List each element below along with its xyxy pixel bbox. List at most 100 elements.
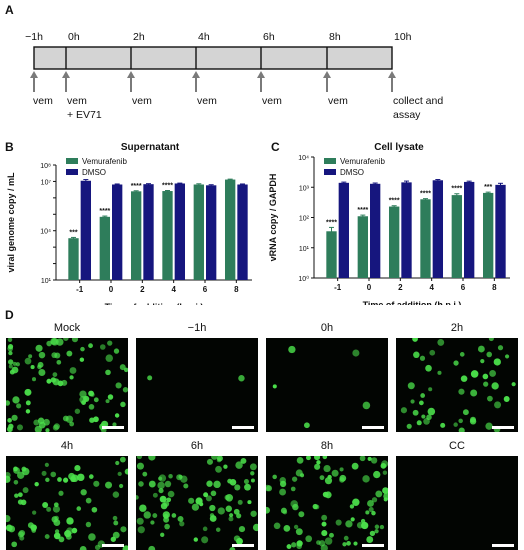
fluorescent-cell: [293, 524, 299, 530]
fluorescent-cell: [458, 418, 463, 424]
fluorescent-cell: [79, 357, 85, 362]
fluorescent-cell: [420, 393, 426, 398]
fluorescent-cell: [235, 461, 243, 469]
fluorescent-cell: [225, 494, 234, 502]
fluorescent-cell: [470, 370, 479, 378]
fluorescent-cell: [166, 497, 172, 503]
fluorescent-cell: [50, 338, 58, 345]
fluorescent-cell: [322, 456, 328, 460]
fluorescent-cell: [6, 400, 11, 406]
fluorescent-cell: [209, 504, 216, 512]
timeline-figure: −1h 0h 2h 4h 6h 8h 10h vem vem + EV71 vem vem vem vem…: [25, 31, 443, 121]
micrograph-tile: 6h 100 μm: [136, 440, 258, 550]
fluorescent-cell: [89, 417, 95, 423]
fluorescent-cell: [266, 484, 271, 492]
fluorescent-cell: [233, 508, 240, 515]
fluorescent-cell: [46, 378, 52, 384]
fluorescent-cell: [8, 525, 16, 533]
up-arrow-icon: [30, 71, 38, 78]
fluorescent-cell: [44, 462, 49, 467]
fluorescent-cell: [159, 495, 167, 503]
bar-vemurafenib: [388, 206, 400, 278]
micrograph-title: Mock: [53, 322, 81, 334]
timeline-event-label: vem: [262, 95, 282, 107]
panel-label-a: A: [5, 3, 14, 17]
fluorescent-cell: [8, 350, 13, 356]
significance-label: ****: [389, 198, 400, 205]
fluorescent-cell: [369, 530, 376, 537]
fluorescent-cell: [352, 498, 360, 506]
bar-vemurafenib: [224, 179, 236, 280]
x-axis-label: Time of addition (h.p.i.): [105, 302, 204, 305]
timeline-time-label: −1h: [25, 31, 43, 43]
fluorescent-cell: [88, 343, 93, 349]
fluorescent-cell: [88, 474, 94, 479]
fluorescent-cell: [113, 348, 120, 354]
fluorescent-cell: [147, 375, 153, 381]
fluorescent-cell: [34, 481, 39, 487]
micrograph-tile: 4h 100 μm: [6, 440, 128, 550]
fluorescent-cell: [157, 481, 165, 490]
micrograph-tile: 0h 100 μm: [266, 322, 388, 432]
fluorescent-cell: [350, 517, 355, 522]
fluorescence-cells: [147, 375, 245, 382]
fluorescent-cell: [163, 513, 169, 520]
bar-dmso: [143, 184, 154, 280]
timeline-event-label: vem: [132, 95, 152, 107]
bar-dmso: [237, 184, 248, 280]
y-tick-label: 10⁴: [298, 155, 309, 162]
legend-swatch: [324, 169, 336, 175]
fluorescent-cell: [120, 401, 126, 408]
fluorescence-cells: [6, 338, 128, 432]
fluorescent-cell: [321, 521, 327, 527]
fluorescent-cell: [279, 477, 287, 484]
bar-vemurafenib: [357, 216, 368, 278]
x-tick-label: -1: [334, 283, 342, 292]
fluorescent-cell: [427, 407, 436, 416]
fluorescent-cell: [12, 361, 17, 366]
fluorescent-cell: [511, 382, 516, 387]
fluorescent-cell: [202, 526, 208, 532]
fluorescent-cell: [65, 415, 74, 423]
fluorescent-cell: [400, 407, 408, 414]
fluorescent-cell: [9, 369, 15, 375]
fluorescent-cell: [71, 338, 79, 343]
timeline-event-label: collect and: [393, 95, 443, 107]
fluorescent-cell: [74, 464, 81, 472]
y-axis-label: vRNA copy / GAPDH: [268, 174, 278, 262]
fluorescent-cell: [211, 456, 218, 460]
fluorescent-cell: [480, 359, 485, 364]
fluorescent-cell: [318, 540, 326, 547]
timeline-time-label: 10h: [394, 31, 412, 43]
fluorescent-cell: [343, 535, 349, 541]
fluorescent-cell: [79, 396, 87, 404]
fluorescent-cell: [312, 503, 318, 510]
fluorescence-cells: [400, 338, 516, 432]
fluorescent-cell: [53, 519, 61, 526]
fluorescent-cell: [346, 541, 351, 546]
fluorescence-cells: [272, 345, 371, 429]
up-arrow-icon: [127, 71, 135, 78]
y-tick-label: 10¹: [299, 246, 310, 253]
fluorescent-cell: [349, 504, 355, 509]
fluorescent-cell: [382, 487, 388, 494]
fluorescent-cell: [150, 520, 155, 525]
significance-label: ****: [326, 219, 337, 226]
fluorescent-cell: [93, 397, 99, 403]
y-tick-label: 10²: [299, 216, 310, 223]
fluorescent-cell: [31, 377, 37, 382]
fluorescent-cell: [63, 477, 69, 483]
chart-supernatant: Supernatant 10¹ 10⁴ 10⁷ 10⁸ viral genome copy…: [6, 142, 252, 305]
fluorescent-cell: [18, 492, 23, 498]
significance-label: ****: [131, 183, 142, 190]
fluorescent-cell: [477, 345, 485, 353]
fluorescent-cell: [110, 536, 117, 542]
fluorescent-cell: [485, 422, 493, 430]
fluorescent-cell: [240, 457, 247, 464]
fluorescent-cell: [171, 513, 177, 518]
fluorescent-cell: [15, 362, 20, 367]
fluorescent-cell: [16, 403, 22, 409]
bar-dmso: [80, 180, 92, 280]
fluorescent-cell: [416, 420, 422, 426]
fluorescent-cell: [437, 370, 442, 375]
